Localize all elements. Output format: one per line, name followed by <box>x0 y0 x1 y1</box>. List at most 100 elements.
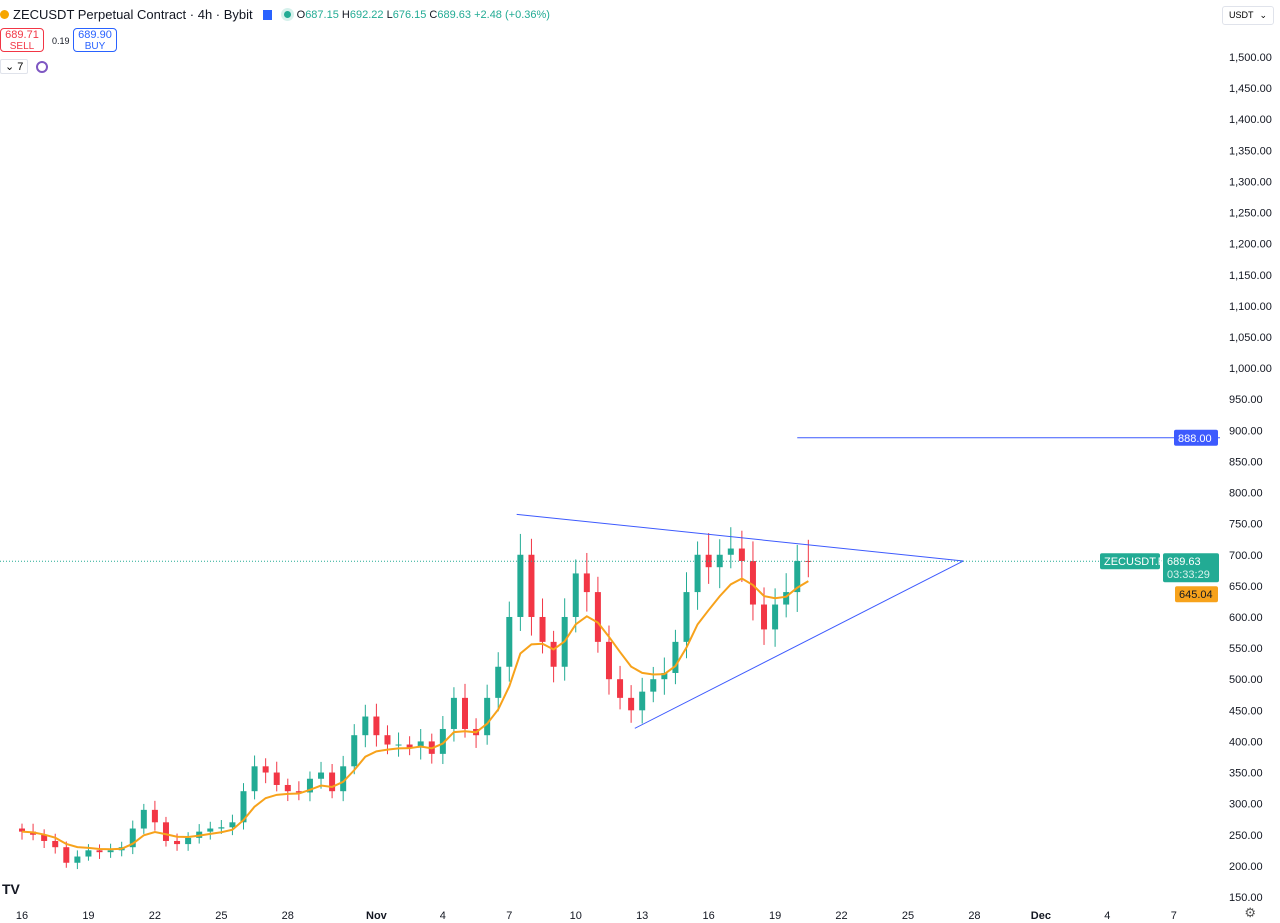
flag-icon[interactable] <box>262 9 272 20</box>
candle-body <box>417 741 424 748</box>
candle-body <box>96 850 103 853</box>
y-tick-label: 1,050.00 <box>1229 332 1272 344</box>
last-price-value: 689.63 <box>1167 556 1201 568</box>
x-tick-label: 28 <box>968 910 980 922</box>
y-tick-label: 850.00 <box>1229 456 1263 468</box>
candle-body <box>683 592 690 642</box>
candle-body <box>639 691 646 711</box>
candle-body <box>506 616 513 667</box>
candle-body <box>783 592 790 605</box>
x-tick-label: Nov <box>366 910 388 922</box>
ema-label-bg <box>1175 586 1218 603</box>
candle-body <box>395 744 402 746</box>
y-tick-label: 800.00 <box>1229 488 1263 500</box>
candle-body <box>295 791 302 793</box>
symbol-label: ZECUSDT.P <box>1104 556 1165 568</box>
symbol-title[interactable]: ZECUSDT Perpetual Contract · 4h · Bybit <box>13 7 253 22</box>
x-tick-label: 7 <box>506 910 512 922</box>
x-tick-label: 22 <box>835 910 847 922</box>
candle-body <box>384 735 391 745</box>
sell-label: SELL <box>9 41 35 52</box>
ohlc-values: O687.15 H692.22 L676.15 C689.63 +2.48 (+… <box>296 8 550 21</box>
moving-average-line <box>21 577 809 851</box>
candle-body <box>794 560 801 593</box>
x-tick-label: 25 <box>902 910 914 922</box>
y-tick-label: 400.00 <box>1229 736 1263 748</box>
candle-body <box>218 827 225 829</box>
x-tick-label: 19 <box>82 910 94 922</box>
candle-body <box>772 604 779 630</box>
buy-button[interactable]: 689.90 BUY <box>73 28 117 52</box>
candle-body <box>572 573 579 617</box>
buy-price: 689.90 <box>78 29 112 41</box>
candle-body <box>151 809 158 823</box>
x-tick-label: Dec <box>1031 910 1051 922</box>
x-tick-label: 28 <box>282 910 294 922</box>
candle-body <box>229 822 236 828</box>
settings-icon[interactable]: ⚙ <box>1244 905 1256 920</box>
candle-body <box>185 837 192 845</box>
candle-body <box>462 697 468 729</box>
y-tick-label: 200.00 <box>1229 861 1263 873</box>
candle-body <box>672 641 679 673</box>
refresh-icon[interactable] <box>36 61 48 73</box>
candle-body <box>318 772 325 779</box>
y-tick-label: 1,400.00 <box>1229 114 1272 126</box>
candle-body <box>805 560 812 562</box>
candle-body <box>605 641 612 680</box>
y-tick-label: 550.00 <box>1229 643 1263 655</box>
y-tick-label: 1,350.00 <box>1229 145 1272 157</box>
candle-body <box>661 672 668 680</box>
y-tick-label: 1,450.00 <box>1229 83 1272 95</box>
candle-body <box>694 554 701 593</box>
x-tick-label: 22 <box>149 910 161 922</box>
spread: 0.19 <box>52 36 70 46</box>
y-tick-label: 1,100.00 <box>1229 301 1272 313</box>
y-tick-label: 300.00 <box>1229 799 1263 811</box>
candle-body <box>162 822 169 841</box>
x-tick-label: 25 <box>215 910 227 922</box>
y-tick-label: 500.00 <box>1229 674 1263 686</box>
candle-body <box>484 697 491 736</box>
indicators-toggle[interactable]: ⌄ 7 <box>0 59 29 74</box>
sell-button[interactable]: 689.71 SELL <box>0 28 44 52</box>
candle-body <box>262 766 269 773</box>
last-price-label-bg <box>1163 553 1219 583</box>
candle-body <box>550 641 557 667</box>
candle-body <box>74 856 81 863</box>
candle-body <box>251 766 258 792</box>
candle-body <box>362 716 369 736</box>
symbol-header: ZECUSDT Perpetual Contract · 4h · Bybit … <box>0 7 550 22</box>
chevron-down-icon: ⌄ <box>1259 10 1267 20</box>
tradingview-logo[interactable]: TV <box>2 881 20 897</box>
candle-body <box>450 697 457 729</box>
candle-body <box>63 847 70 863</box>
candle-body <box>583 573 590 593</box>
candle-body <box>727 548 734 555</box>
candle-body <box>650 679 657 692</box>
y-tick-label: 600.00 <box>1229 612 1263 624</box>
y-tick-label: 700.00 <box>1229 550 1263 562</box>
candle-body <box>528 554 535 617</box>
x-tick-label: 4 <box>440 910 446 922</box>
currency-selector[interactable]: USDT ⌄ <box>1222 6 1274 25</box>
y-tick-label: 350.00 <box>1229 768 1263 780</box>
x-tick-label: 4 <box>1104 910 1110 922</box>
x-tick-label: 7 <box>1171 910 1177 922</box>
candle-body <box>41 834 48 841</box>
candle-body <box>617 679 624 698</box>
candle-body <box>495 666 502 698</box>
market-status-icon <box>283 11 291 18</box>
candle-body <box>517 554 524 617</box>
candle-body <box>85 850 92 857</box>
candle-body <box>749 560 756 605</box>
candle-body <box>107 850 114 853</box>
exchange-icon <box>0 10 9 19</box>
trendline-lower <box>634 560 964 729</box>
y-tick-label: 1,200.00 <box>1229 239 1272 251</box>
candle-body <box>19 828 25 832</box>
candle-body <box>761 604 768 630</box>
x-tick-label: 16 <box>16 910 28 922</box>
y-tick-label: 1,000.00 <box>1229 363 1272 375</box>
